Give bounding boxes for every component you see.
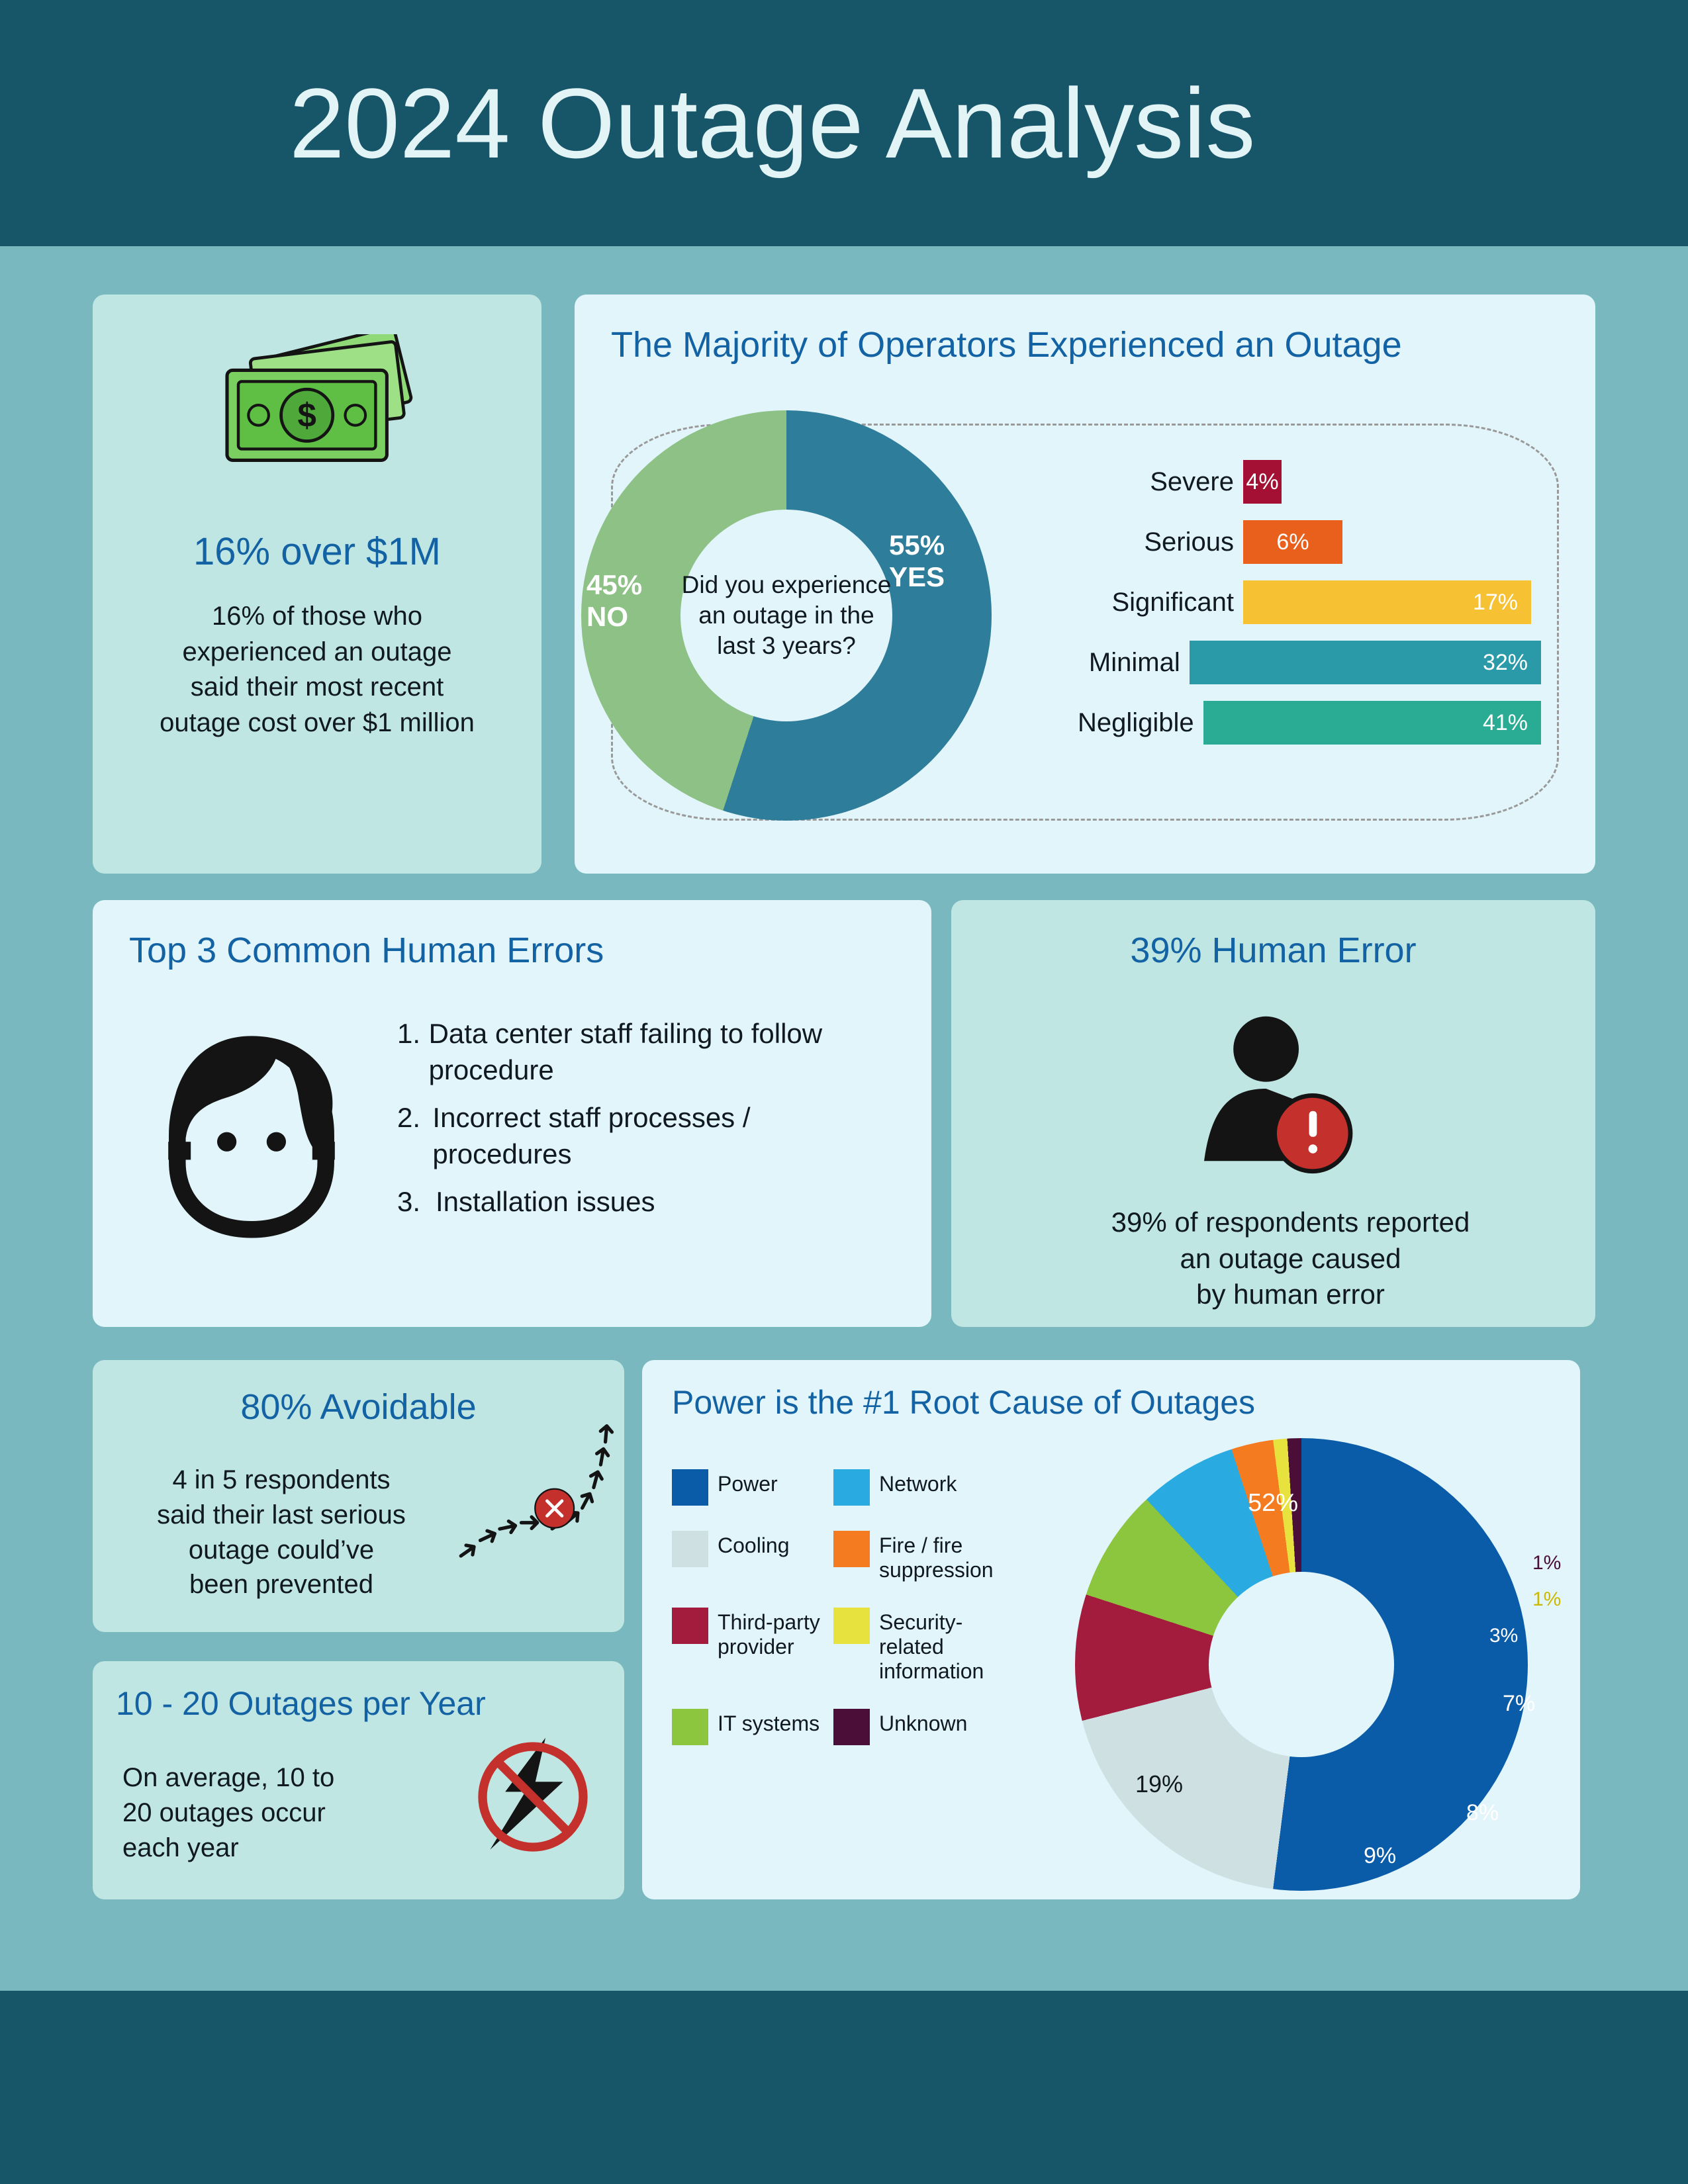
svg-text:$: $ bbox=[298, 396, 316, 433]
